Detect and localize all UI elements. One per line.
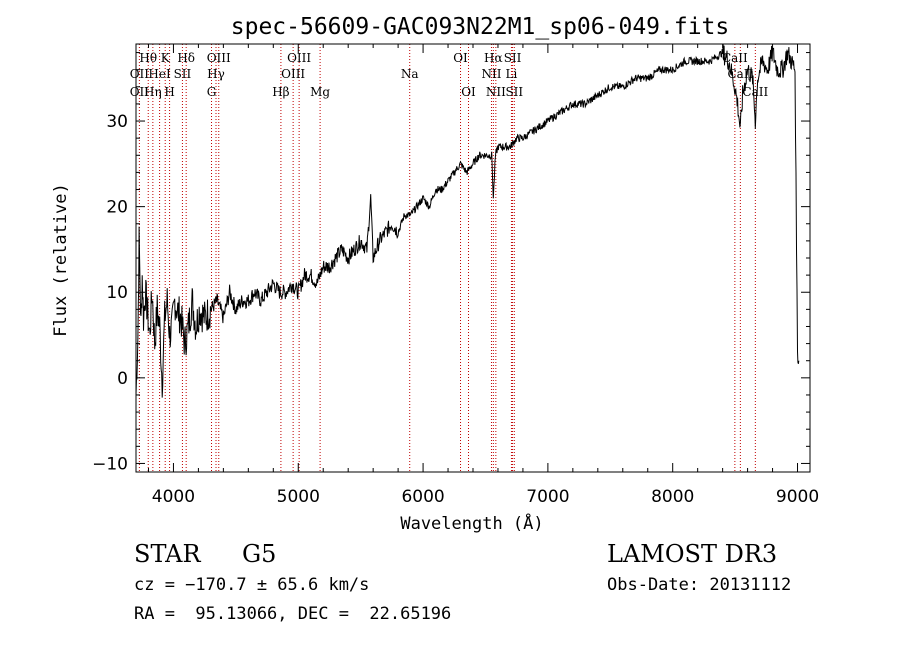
line-label: Hγ <box>207 67 225 81</box>
line-label: CaII <box>742 85 768 99</box>
y-tick-label: 0 <box>117 369 128 389</box>
line-label: OI <box>453 51 468 65</box>
line-label: Hθ <box>139 51 157 65</box>
line-label: NII <box>481 67 501 81</box>
line-label: Hβ <box>272 85 289 99</box>
x-tick-label: 5000 <box>277 487 320 507</box>
y-tick-label: 20 <box>106 198 128 218</box>
line-label: OIII <box>207 51 231 65</box>
line-label: G <box>207 85 217 99</box>
line-label: K <box>161 51 171 65</box>
redshift-readout: cz = −170.7 ± 65.6 km/s <box>134 575 370 595</box>
y-tick-label: 10 <box>106 283 128 303</box>
line-label: OII <box>130 85 150 99</box>
axis-ticks: 4000 5000 6000 7000 8000 9000 −10 0 10 20 30 <box>92 44 819 507</box>
line-label: OIII <box>281 67 305 81</box>
line-label: CaII <box>727 67 753 81</box>
class-label: STAR <box>134 540 201 568</box>
line-label: CaII <box>722 51 748 65</box>
plot-frame <box>135 43 811 473</box>
line-label: Li <box>506 67 518 81</box>
x-tick-label: 9000 <box>776 487 819 507</box>
line-label: SII <box>174 67 192 81</box>
line-markers <box>138 44 756 472</box>
line-label: HeI <box>148 67 171 81</box>
line-label: Hδ <box>177 51 195 65</box>
subclass-label: G5 <box>242 540 277 568</box>
coords-readout: RA = 95.13066, DEC = 22.65196 <box>134 604 452 624</box>
y-tick-label: 30 <box>106 112 128 132</box>
obs-date-readout: Obs-Date: 20131112 <box>607 575 792 595</box>
line-label: Hη <box>144 85 162 99</box>
line-label: H <box>164 85 174 99</box>
line-label: OIII <box>287 51 311 65</box>
x-tick-label: 6000 <box>401 487 444 507</box>
chart-title: spec-56609-GAC093N22M1_sp06-049.fits <box>231 14 730 40</box>
x-tick-label: 4000 <box>152 487 195 507</box>
spectrum-line <box>135 44 800 398</box>
line-label: NII <box>486 85 506 99</box>
line-label: OI <box>461 85 476 99</box>
line-label: Na <box>401 67 419 81</box>
line-label: SII <box>504 51 522 65</box>
line-label: OII <box>130 67 150 81</box>
survey-label: LAMOST DR3 <box>607 540 778 568</box>
line-label: SII <box>505 85 523 99</box>
x-tick-label: 8000 <box>651 487 694 507</box>
x-tick-label: 7000 <box>526 487 569 507</box>
x-axis-label: Wavelength (Å) <box>400 512 543 534</box>
line-label: Hα <box>484 51 503 65</box>
y-tick-label: −10 <box>92 454 128 474</box>
y-axis-label: Flux (relative) <box>51 183 71 337</box>
line-labels: K H OII OII Hθ HeI Hη SII Hδ OIII Hγ G Hβ OIII OIII Mg N… <box>130 51 769 99</box>
line-label: Mg <box>310 85 330 99</box>
